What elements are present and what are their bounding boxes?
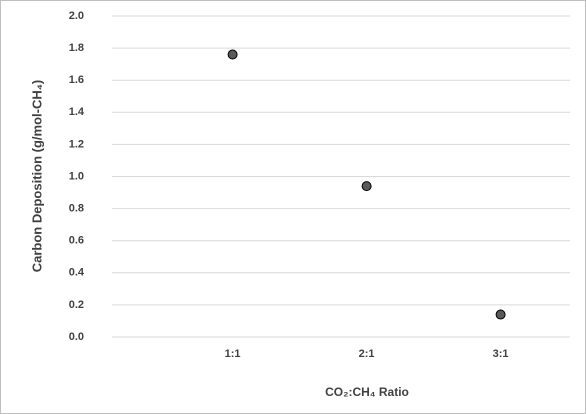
x-tick-label: 2:1 <box>359 348 375 360</box>
x-axis-title: CO₂:CH₄ Ratio <box>325 385 409 399</box>
y-axis-title: Carbon Deposition (g/mol-CH₄) <box>29 80 44 273</box>
y-tick-label: 1.6 <box>69 74 84 86</box>
y-tick-label: 0.4 <box>69 267 85 279</box>
y-tick-label: 1.2 <box>69 138 84 150</box>
y-tick-label: 2.0 <box>69 10 84 22</box>
y-tick-label: 0.8 <box>69 203 84 215</box>
x-tick-label: 3:1 <box>493 348 509 360</box>
y-tick-label: 1.0 <box>69 170 84 182</box>
y-tick-label: 1.4 <box>69 106 85 118</box>
x-tick-label: 1:1 <box>225 348 241 360</box>
y-tick-label: 0.0 <box>69 331 84 343</box>
y-tick-label: 0.2 <box>69 299 84 311</box>
y-tick-label: 0.6 <box>69 235 84 247</box>
point <box>227 49 238 60</box>
point <box>361 181 372 192</box>
y-tick-label: 1.8 <box>69 42 84 54</box>
point <box>495 309 506 320</box>
